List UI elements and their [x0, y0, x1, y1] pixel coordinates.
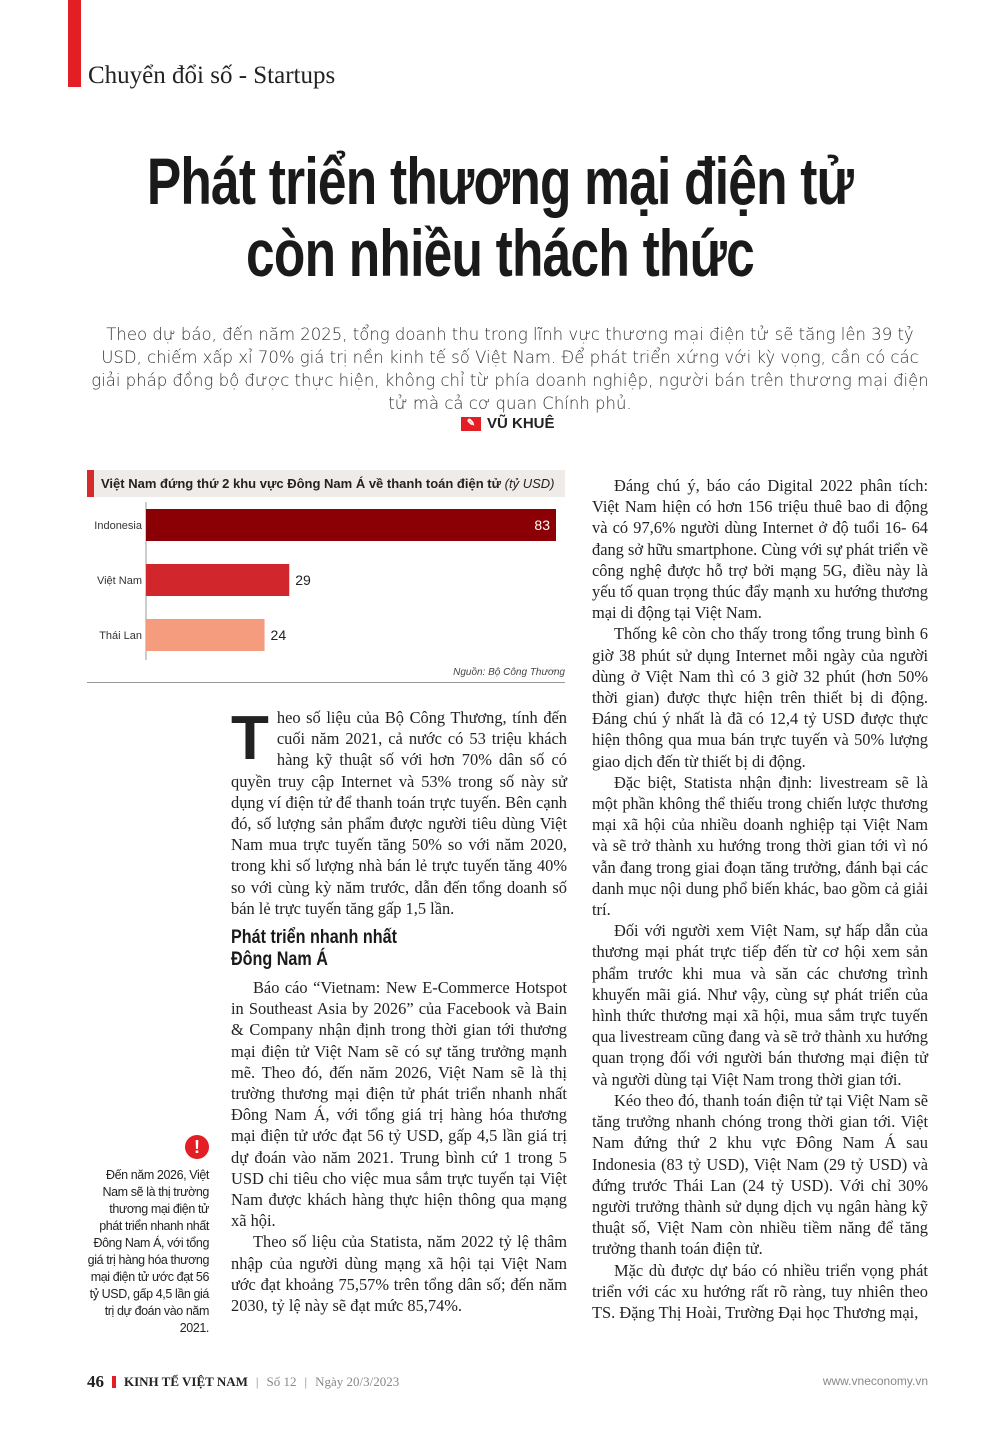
article-title: Phát triển thương mại điện tử còn nhiều …: [0, 145, 1000, 289]
subheading-line: Phát triển nhanh nhất: [231, 927, 397, 949]
title-line: Phát triển thương mại điện tử: [146, 144, 854, 218]
pen-icon: ✎: [461, 416, 481, 431]
sidebar-quote: Đến năm 2026, Việt Nam sẽ là thị trường …: [87, 1168, 210, 1335]
paragraph: Đáng chú ý, báo cáo Digital 2022 phân tí…: [592, 476, 928, 623]
bar-việt-nam: [146, 564, 290, 596]
section-accent-bar: [68, 0, 81, 87]
byline: ✎ VŨ KHUÊ: [461, 415, 555, 432]
paragraph: Báo cáo “Vietnam: New E-Commerce Hotspot…: [231, 978, 567, 1231]
paragraph: Đặc biệt, Statista nhận định: livestream…: [592, 772, 928, 920]
title-line: còn nhiều thách thức: [246, 216, 755, 290]
drop-cap: T: [231, 704, 269, 773]
paragraph: Mặc dù được dự báo có nhiều triển vọng p…: [592, 1260, 928, 1322]
chart-source: Nguồn: Bộ Công Thương: [453, 667, 565, 678]
category-label: Indonesia: [94, 520, 143, 532]
issue-date: Ngày 20/3/2023: [315, 1374, 400, 1389]
bar-chart: Việt Nam đứng thứ 2 khu vực Đông Nam Á v…: [87, 470, 565, 683]
chart-unit: (tỷ USD): [504, 476, 555, 491]
paragraph: Kéo theo đó, thanh toán điện tử tại Việt…: [592, 1090, 928, 1259]
category-label: Thái Lan: [99, 630, 142, 642]
chart-title: Việt Nam đứng thứ 2 khu vực Đông Nam Á v…: [87, 470, 565, 497]
issue-number: Số 12: [266, 1374, 297, 1389]
value-label: 29: [295, 572, 311, 588]
bar-indonesia: [146, 509, 556, 541]
lead-paragraph: Theo dự báo, đến năm 2025, tổng doanh th…: [91, 325, 929, 413]
chart-title-text: Việt Nam đứng thứ 2 khu vực Đông Nam Á v…: [101, 476, 502, 491]
right-column: Đáng chú ý, báo cáo Digital 2022 phân tí…: [592, 475, 928, 1323]
footer-accent: [112, 1376, 116, 1388]
value-label: 83: [534, 517, 550, 533]
page-number: 46: [87, 1372, 104, 1391]
paragraph: Theo số liệu của Statista, năm 2022 tỷ l…: [231, 1232, 567, 1316]
section-label: Chuyển đổi số - Startups: [88, 62, 336, 89]
subheading-line: Đông Nam Á: [231, 949, 328, 971]
footer: 46 KINH TẾ VIỆT NAM | Số 12 | Ngày 20/3/…: [87, 1372, 400, 1391]
exclamation-icon: !: [185, 1135, 209, 1159]
magazine-name: KINH TẾ VIỆT NAM: [124, 1374, 248, 1389]
category-label: Việt Nam: [97, 575, 142, 587]
chart-plot: Indonesia 83 Việt Nam 29 Thái Lan 24: [94, 502, 556, 660]
paragraph: Đối với người xem Việt Nam, sự hấp dẫn c…: [592, 921, 928, 1089]
website-url: www.vneconomy.vn: [822, 1374, 928, 1388]
paragraph: heo số liệu của Bộ Công Thương, tính đến…: [231, 708, 567, 918]
author-name: VŨ KHUÊ: [487, 415, 555, 432]
bar-thái-lan: [146, 619, 265, 651]
value-label: 24: [271, 627, 287, 643]
subheading: Phát triển nhanh nhất Đông Nam Á: [231, 927, 517, 971]
paragraph: Thống kê còn cho thấy trong tổng trung b…: [592, 624, 928, 771]
